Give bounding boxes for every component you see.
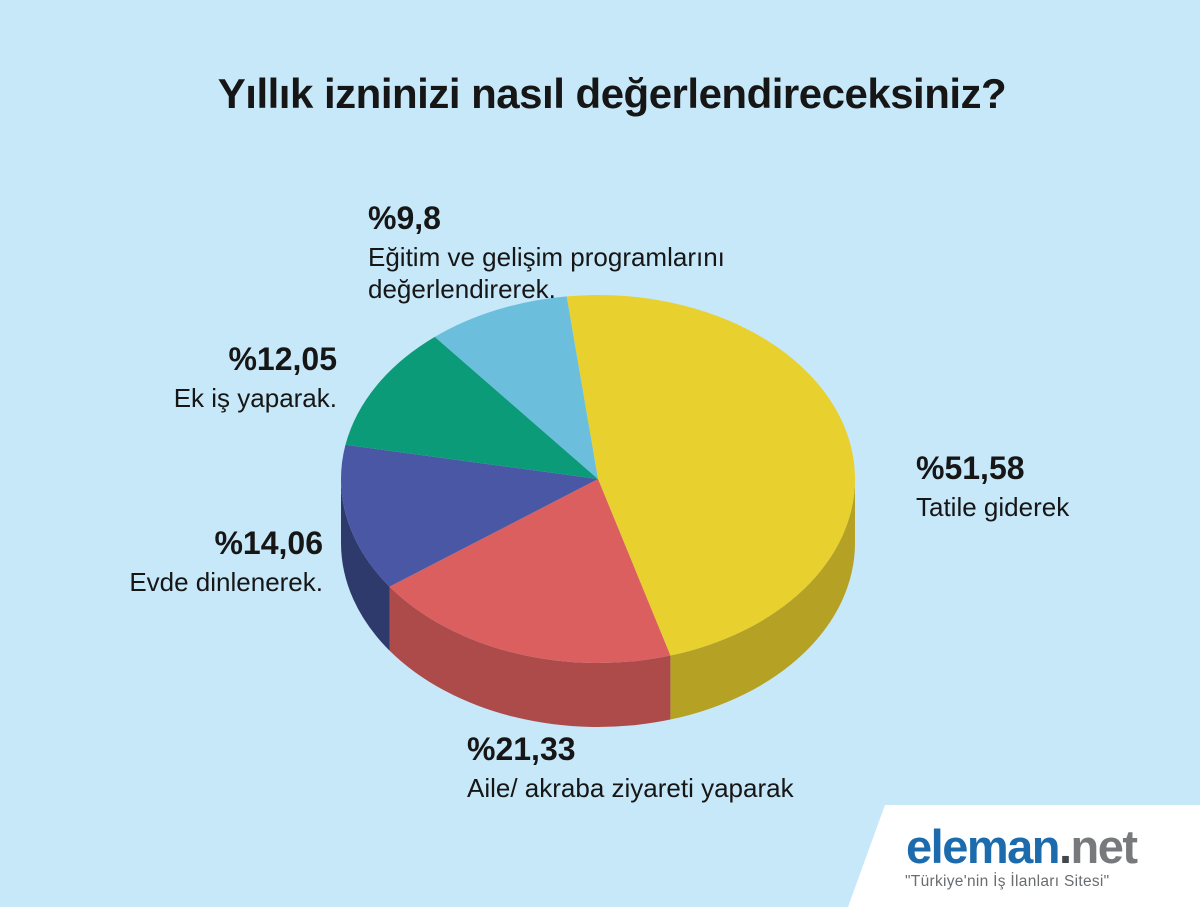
slice-percent-tatil: %51,58 (916, 450, 1025, 486)
eleman-net-logo: eleman.net (906, 820, 1139, 873)
pie-slice-0 (566, 295, 856, 656)
slice-callout-egitim: %9,8 Eğitim ve gelişim programlarını değ… (368, 200, 808, 305)
slice-percent-egitim: %9,8 (368, 200, 441, 236)
slice-description-tatil: Tatile giderek (916, 491, 1070, 522)
pie-slice-1 (389, 479, 671, 663)
logo-dot: . (1058, 820, 1072, 873)
pie-slice-4 (434, 296, 598, 479)
chart-title: Yıllık izninizi nasıl değerlendireceksin… (217, 70, 1007, 117)
slice-description-egitim: Eğitim ve gelişim programlarını değerlen… (368, 241, 725, 304)
slice-callout-tatil: %51,58 Tatile giderek (916, 450, 1069, 524)
pie-slice-2 (340, 444, 598, 587)
logo-band: eleman.net "Türkiye'nin İş İlanları Site… (848, 805, 1200, 907)
pie-slice-side-0 (670, 479, 855, 720)
slice-percent-ek-is: %12,05 (228, 341, 337, 377)
slice-description-aile: Aile/ akraba ziyareti yaparak (467, 772, 794, 803)
logo-text-primary: eleman (906, 820, 1060, 873)
slice-description-ek-is: Ek iş yaparak. (173, 382, 337, 413)
logo-tagline: "Türkiye'nin İş İlanları Sitesi" (905, 873, 1110, 890)
slice-description-evde: Evde dinlenerek. (129, 566, 323, 597)
slice-callout-evde: %14,06 Evde dinlenerek. (129, 525, 323, 599)
pie-slice-side-1 (389, 586, 671, 727)
pie-slice-3 (345, 336, 598, 479)
slice-callout-ek-is: %12,05 Ek iş yaparak. (174, 341, 337, 415)
slice-percent-evde: %14,06 (214, 525, 323, 561)
slice-percent-aile: %21,33 (467, 731, 576, 767)
pie-slice-side-2 (341, 479, 390, 651)
logo-text-suffix: net (1070, 820, 1139, 873)
slice-callout-aile: %21,33 Aile/ akraba ziyareti yaparak (467, 731, 794, 805)
